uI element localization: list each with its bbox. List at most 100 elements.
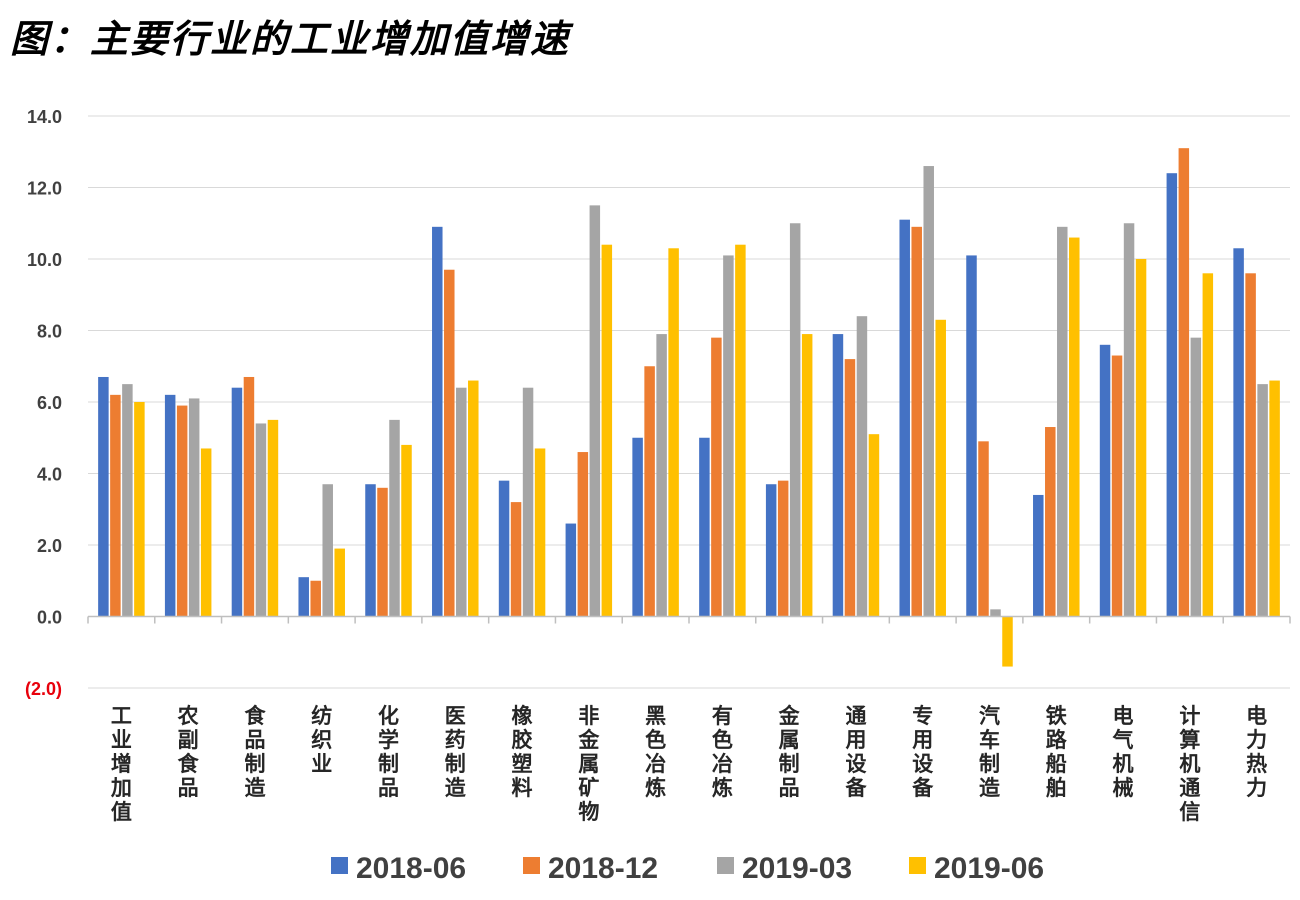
bar-2019-06-15 — [1135, 259, 1147, 617]
bar-2018-06-17 — [1233, 248, 1244, 617]
bar-2018-06-4 — [365, 484, 376, 617]
bar-2018-06-14 — [1033, 494, 1044, 617]
bar-2018-12-0 — [110, 394, 121, 617]
bar-2018-12-15 — [1111, 355, 1123, 617]
bar-2019-06-8 — [668, 248, 679, 617]
bar-2019-03-8 — [656, 334, 667, 617]
legend-label: 2018-12 — [548, 852, 658, 885]
bar-2019-03-3 — [322, 484, 333, 617]
bar-2018-12-17 — [1245, 273, 1256, 617]
category-label: 汽车制造 — [979, 704, 1001, 800]
bar-2018-12-11 — [844, 359, 856, 617]
bar-2019-06-14 — [1069, 237, 1080, 617]
category-label: 铁路船舶 — [1046, 704, 1068, 800]
bar-2019-03-12 — [923, 166, 934, 617]
bar-2019-03-6 — [522, 387, 534, 617]
bar-2018-06-13 — [966, 255, 977, 617]
category-label: 电气机械 — [1112, 704, 1134, 800]
category-label: 工业增加值 — [110, 704, 132, 824]
bar-2018-06-9 — [699, 437, 710, 617]
category-label: 非金属矿物 — [577, 704, 600, 824]
bar-2019-03-14 — [1057, 226, 1068, 617]
bar-2018-12-5 — [444, 269, 455, 617]
category-label: 电力热力 — [1246, 704, 1267, 800]
bar-2018-12-16 — [1178, 148, 1190, 617]
bar-2019-03-16 — [1190, 337, 1202, 617]
bar-2019-06-10 — [801, 334, 813, 617]
bar-2019-03-7 — [589, 205, 601, 617]
legend-swatch-2019-06 — [909, 857, 926, 874]
bar-2018-06-11 — [832, 334, 844, 617]
bar-2019-03-5 — [456, 387, 467, 617]
bar-2018-12-7 — [577, 452, 589, 617]
y-tick-label: 12.0 — [27, 179, 62, 199]
bar-2019-06-11 — [868, 434, 880, 617]
category-label: 专用设备 — [911, 704, 934, 800]
bar-2018-06-10 — [765, 484, 777, 617]
bar-2018-12-10 — [777, 480, 789, 617]
y-tick-label: (2.0) — [25, 679, 62, 699]
legend-swatch-2018-12 — [523, 857, 540, 874]
bar-2019-03-17 — [1257, 384, 1268, 617]
bar-2019-03-0 — [122, 384, 133, 617]
bar-2019-03-13 — [990, 609, 1001, 617]
bar-2018-12-1 — [176, 405, 188, 617]
bar-2018-12-8 — [644, 366, 655, 617]
chart-title: 图：主要行业的工业增加值增速 — [10, 17, 571, 61]
bar-2018-12-3 — [310, 580, 321, 617]
legend-swatch-2018-06 — [331, 857, 348, 874]
bar-2018-12-14 — [1045, 427, 1056, 617]
category-label: 有色冶炼 — [712, 704, 733, 800]
category-label: 食品制造 — [244, 704, 266, 800]
bar-2018-06-3 — [298, 577, 309, 617]
bar-2018-12-4 — [377, 487, 388, 617]
bar-2019-03-2 — [255, 423, 267, 617]
bar-2018-12-6 — [510, 502, 522, 617]
category-labels: 工业增加值 农副食品 食品制造 纺织业 化学制品 医药制造 橡胶塑料 非金属矿物 黑色冶炼 有色冶… — [110, 704, 1267, 824]
y-tick-label: 14.0 — [27, 107, 62, 127]
y-tick-label: 10.0 — [27, 250, 62, 270]
category-label: 医药制造 — [445, 704, 467, 800]
bar-2019-06-4 — [401, 444, 412, 617]
category-label: 计算机通信 — [1179, 704, 1200, 824]
bar-2018-06-12 — [899, 219, 910, 617]
bar-2019-03-1 — [188, 398, 200, 617]
bar-2019-03-15 — [1123, 223, 1135, 617]
legend-label: 2018-06 — [356, 852, 466, 885]
bar-2019-06-5 — [468, 380, 479, 617]
bar-2019-06-12 — [935, 319, 946, 617]
bar-2019-06-1 — [200, 448, 212, 617]
bar-2018-06-7 — [565, 523, 577, 617]
legend-label: 2019-03 — [742, 852, 852, 885]
bar-2019-06-16 — [1202, 273, 1214, 617]
bar-2019-06-0 — [134, 402, 145, 617]
y-tick-label: 6.0 — [37, 393, 62, 413]
category-label: 金属制品 — [778, 704, 801, 800]
bar-2019-03-9 — [723, 255, 734, 617]
legend-label: 2019-06 — [934, 852, 1044, 885]
bar-2018-06-0 — [98, 376, 109, 617]
bar-2019-06-3 — [334, 548, 345, 617]
category-label: 通用设备 — [844, 704, 867, 800]
bar-2019-03-10 — [789, 223, 801, 617]
bar-2018-06-8 — [632, 437, 643, 617]
category-label: 纺织业 — [311, 704, 332, 776]
category-label: 化学制品 — [378, 704, 399, 800]
bar-2019-06-17 — [1269, 380, 1280, 617]
bar-2018-06-1 — [164, 394, 176, 617]
bar-2019-06-7 — [601, 244, 613, 617]
bar-2018-06-5 — [432, 226, 443, 617]
bar-2018-12-12 — [911, 226, 922, 617]
category-label: 农副食品 — [177, 704, 200, 800]
y-tick-label: 8.0 — [37, 322, 62, 342]
bar-2019-06-6 — [534, 448, 546, 617]
bar-2019-03-11 — [856, 316, 868, 617]
bar-2019-06-2 — [267, 419, 279, 617]
bar-2018-06-16 — [1166, 173, 1178, 617]
bar-2019-03-4 — [389, 419, 400, 617]
bar-2018-12-2 — [243, 376, 255, 617]
legend-swatch-2019-03 — [717, 857, 734, 874]
bar-2018-06-15 — [1099, 344, 1111, 617]
category-label: 黑色冶炼 — [645, 704, 666, 800]
